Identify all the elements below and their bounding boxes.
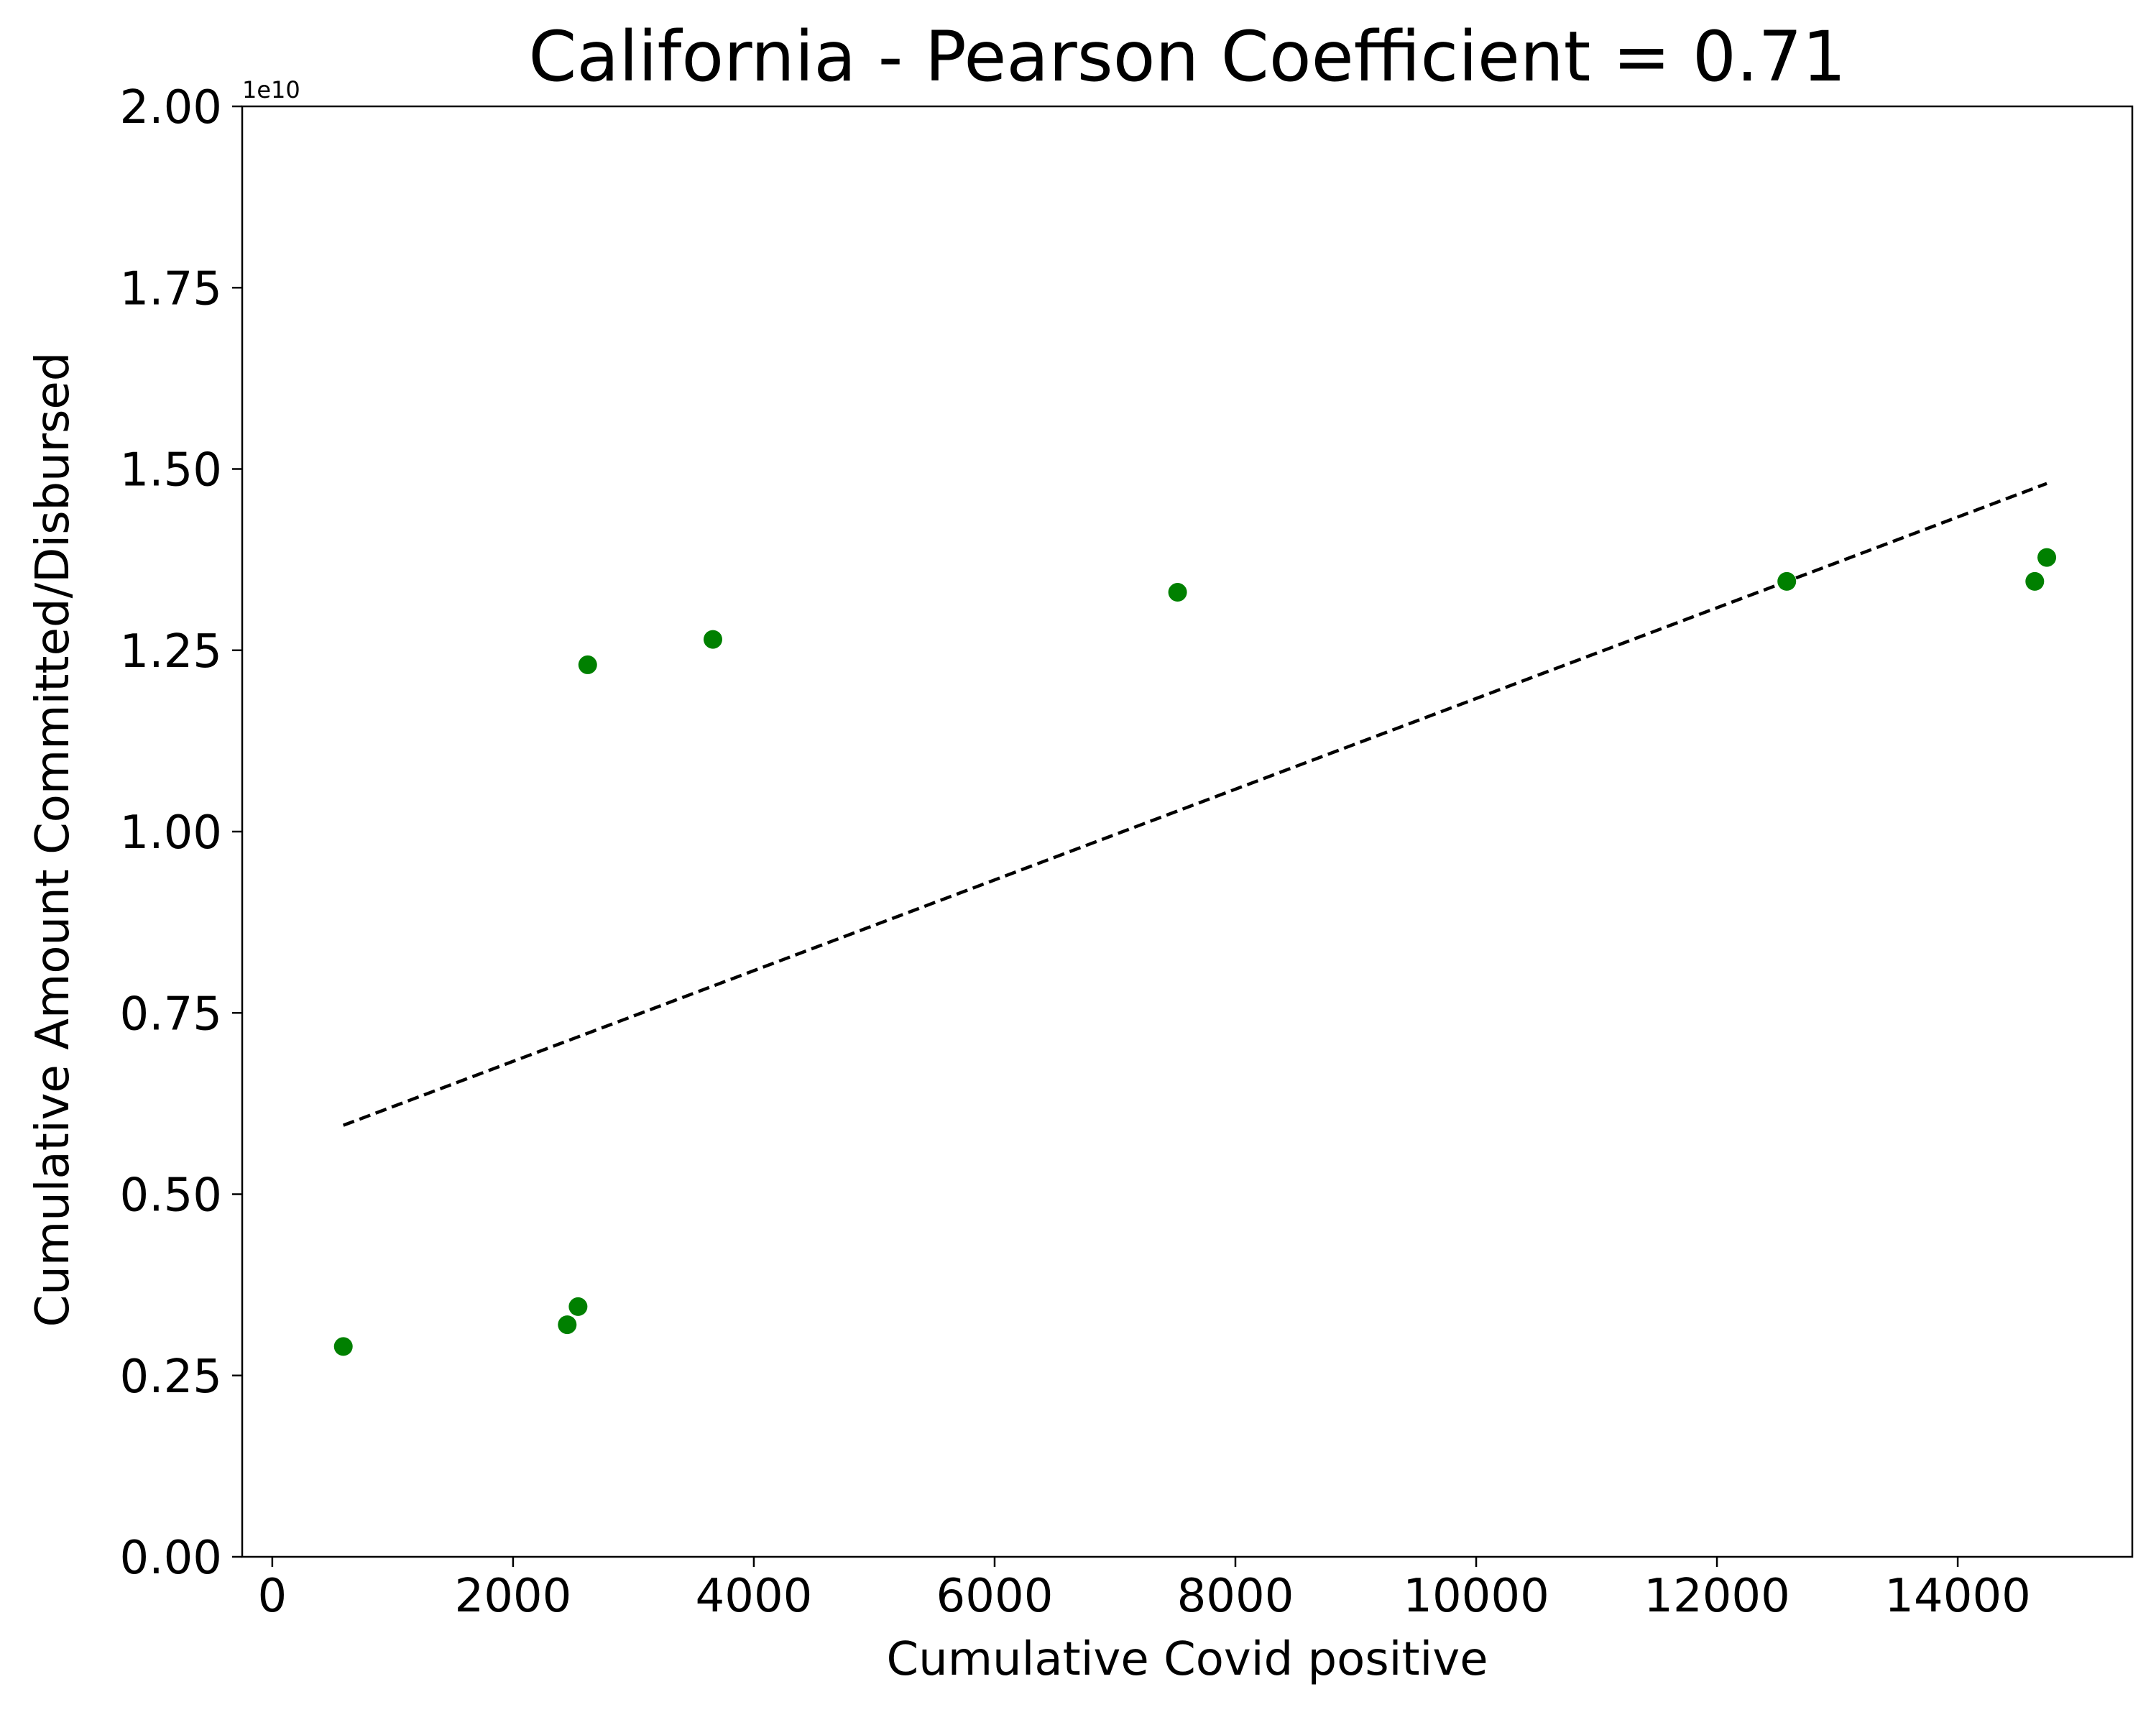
plot-series [333,482,2057,1356]
data-point [578,655,597,674]
data-point [2037,548,2057,567]
x-tick-label: 14000 [1884,1570,2031,1623]
chart-title: California - Pearson Coefficient = 0.71 [528,17,1846,97]
plot-frame [241,105,2134,1558]
y-offset-label: 1e10 [242,76,300,104]
x-tick-label: 10000 [1403,1570,1549,1623]
y-tick-label: 0.75 [120,988,223,1041]
x-tick-label: 4000 [696,1570,813,1623]
x-axis-label: Cumulative Covid positive [886,1633,1488,1686]
data-point [558,1315,577,1335]
y-tick-label: 1.00 [120,806,223,860]
x-tick-label: 0 [258,1570,287,1623]
y-tick-label: 0.00 [120,1532,223,1585]
data-point [568,1297,588,1316]
y-axis-ticks: 0.00 0.25 0.50 0.75 1.00 1.25 1.50 1.75 2.00 [120,81,242,1585]
y-tick-label: 2.00 [120,81,223,134]
x-axis-ticks: 0 2000 4000 6000 8000 10000 12000 14000 [258,1557,2031,1623]
x-tick-label: 6000 [936,1570,1054,1623]
y-tick-label: 0.25 [120,1351,223,1404]
y-tick-label: 0.50 [120,1169,223,1223]
y-axis-label: Cumulative Amount Committed/Disbursed [27,352,80,1328]
data-point [2025,571,2045,591]
data-point [1777,571,1797,591]
x-tick-label: 12000 [1644,1570,1790,1623]
x-tick-label: 2000 [454,1570,571,1623]
y-tick-label: 1.75 [120,262,223,316]
data-point [1168,583,1187,602]
data-point [333,1337,353,1356]
data-point [703,630,722,649]
x-tick-label: 8000 [1177,1570,1294,1623]
trend-line [342,482,2047,1127]
y-tick-label: 1.25 [120,625,223,678]
y-tick-label: 1.50 [120,444,223,497]
